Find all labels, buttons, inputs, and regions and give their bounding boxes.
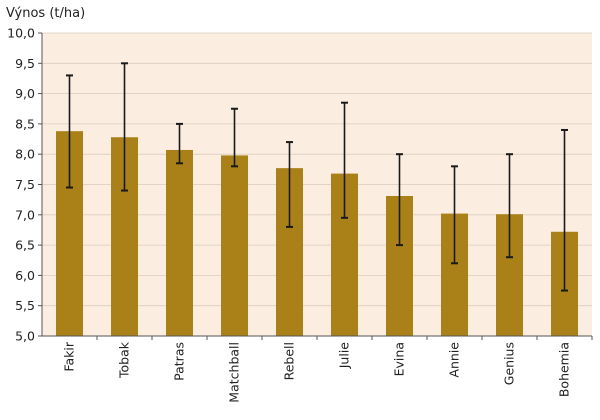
x-tick-label-annie: Annie [447, 342, 462, 378]
error-bar-rebell [286, 141, 293, 228]
bars [56, 131, 578, 336]
y-tick-label: 5,5 [15, 298, 35, 313]
x-axis: Fakir Tobak Patras Matchball Rebell Julie Evin… [42, 335, 593, 403]
error-bar-patras [176, 122, 183, 165]
x-tick-label-matchball: Matchball [227, 342, 242, 403]
y-tick-label: 8,0 [15, 147, 35, 162]
x-tick-label-evina: Evina [392, 342, 407, 376]
y-tick-label: 7,0 [15, 207, 35, 222]
error-bar-bohemia [561, 128, 568, 292]
error-bar-fakir [66, 74, 73, 189]
x-tick-label-rebell: Rebell [282, 342, 297, 380]
error-bar-genius [506, 153, 513, 259]
y-tick-label: 8,5 [15, 116, 35, 131]
x-tick-label-genius: Genius [502, 342, 517, 385]
y-tick-label: 6,0 [15, 268, 35, 283]
y-tick-label: 7,5 [15, 177, 35, 192]
y-tick-label: 10,0 [7, 26, 35, 41]
error-bar-evina [396, 153, 403, 247]
y-tick-label: 9,5 [15, 56, 35, 71]
error-bars [66, 62, 568, 292]
x-tick-label-tobak: Tobak [117, 341, 132, 379]
x-tick-label-julie: Julie [337, 342, 352, 370]
error-bar-matchball [231, 107, 238, 168]
error-bar-annie [451, 165, 458, 265]
error-bar-julie [341, 101, 348, 219]
error-bar-tobak [121, 62, 128, 192]
y-axis: 5,0 5,5 6,0 6,5 7,0 7,5 8,0 8,5 9,0 9,5 10,0 [7, 26, 43, 344]
x-tick-label-fakir: Fakir [62, 341, 77, 371]
bar-matchball [221, 155, 248, 336]
y-tick-label: 5,0 [15, 329, 35, 344]
bar-patras [166, 149, 193, 336]
y-axis-label: Výnos (t/ha) [6, 6, 85, 21]
x-tick-label-bohemia: Bohemia [557, 342, 572, 397]
y-tick-label: 6,5 [15, 238, 35, 253]
y-tick-label: 9,0 [15, 86, 35, 101]
x-tick-label-patras: Patras [172, 342, 187, 381]
